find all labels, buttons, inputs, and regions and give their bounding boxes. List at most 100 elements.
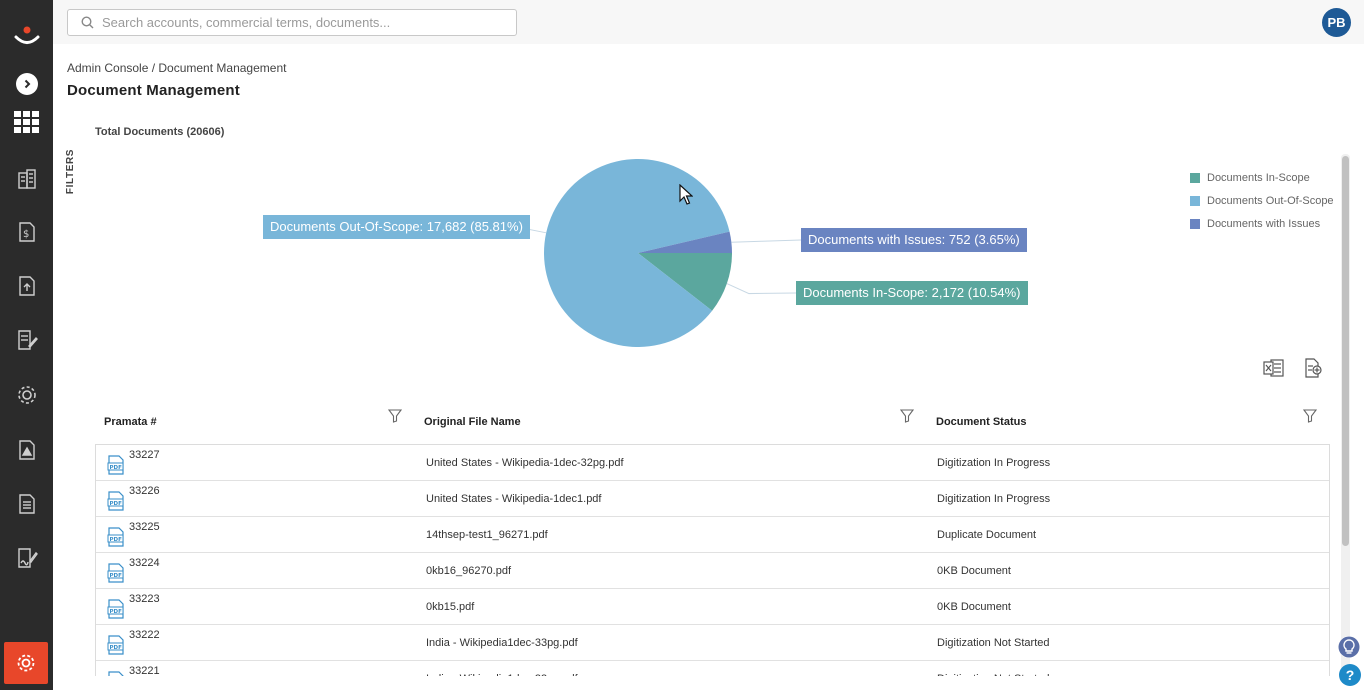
help-button[interactable]: ? (1339, 664, 1361, 686)
pie-slice-out-of-scope[interactable] (544, 159, 730, 347)
svg-text:PDF: PDF (110, 609, 123, 615)
pie-slice-issues[interactable] (638, 231, 732, 253)
table-body: PDF 33227 United States - Wikipedia-1dec-3… (95, 444, 1330, 676)
legend-item-out-of-scope[interactable]: Documents Out-Of-Scope (1190, 189, 1334, 212)
file-name[interactable]: United States - Wikipedia-1dec-32pg.pdf (426, 457, 624, 469)
help-icon: ? (1345, 667, 1355, 683)
leader-line-issues (731, 239, 802, 243)
svg-text:PDF: PDF (110, 573, 123, 579)
filters-label: FILTERS (65, 148, 77, 194)
table-row[interactable]: PDF 33223 0kb15.pdf 0KB Document (96, 589, 1329, 625)
admin-settings-button[interactable] (4, 642, 48, 684)
filter-icon[interactable] (1303, 409, 1317, 423)
document-status: Duplicate Document (937, 529, 1037, 541)
pdf-file-icon[interactable]: PDF (107, 455, 125, 475)
alert-document-icon[interactable] (0, 430, 53, 470)
pdf-file-icon[interactable]: PDF (107, 527, 125, 547)
legend-label: Documents In-Scope (1207, 171, 1310, 184)
chevron-right-icon (15, 73, 38, 95)
search-icon (80, 16, 94, 30)
filters-toggle[interactable]: FILTERS (63, 148, 79, 194)
file-name[interactable]: 0kb16_96270.pdf (426, 565, 512, 577)
search-input[interactable] (102, 15, 502, 30)
table-row[interactable]: PDF 33226 United States - Wikipedia-1dec1.… (96, 481, 1329, 517)
data-label-issues: Documents with Issues: 752 (3.65%) (801, 228, 1027, 252)
column-settings-icon[interactable] (1302, 357, 1324, 379)
legend-label: Documents Out-Of-Scope (1207, 194, 1334, 207)
report-document-icon[interactable] (0, 484, 53, 524)
document-status: Digitization In Progress (937, 493, 1051, 505)
column-header-file-name[interactable]: Original File Name (424, 403, 521, 441)
data-label-out-of-scope: Documents Out-Of-Scope: 17,682 (85.81%) (263, 215, 530, 239)
table-row[interactable]: PDF 33222 India - Wikipedia1dec-33pg.pdf Di… (96, 625, 1329, 661)
sidebar: $ (0, 0, 53, 690)
file-name[interactable]: United States - Wikipedia-1dec1.pdf (426, 493, 602, 505)
legend-item-issues[interactable]: Documents with Issues (1190, 212, 1334, 235)
avatar[interactable]: PB (1322, 8, 1351, 37)
apps-grid-icon[interactable] (0, 102, 53, 142)
legend-swatch (1190, 195, 1200, 206)
legend-swatch (1190, 172, 1200, 183)
chart-title: Total Documents (20606) (95, 126, 225, 138)
data-label-in-scope: Documents In-Scope: 2,172 (10.54%) (796, 281, 1028, 305)
pdf-file-icon[interactable]: PDF (107, 491, 125, 511)
file-name[interactable]: India - Wikipedia1dec-33pg.pdf (426, 661, 578, 676)
settings-cog-icon[interactable] (0, 375, 53, 415)
pdf-file-icon[interactable]: PDF (107, 635, 125, 655)
column-header-status[interactable]: Document Status (936, 403, 1026, 441)
lightbulb-icon[interactable] (1338, 636, 1360, 658)
file-name[interactable]: India - Wikipedia1dec-33pg.pdf (426, 637, 578, 649)
table-row[interactable]: PDF 33227 United States - Wikipedia-1dec-3… (96, 445, 1329, 481)
app-logo[interactable] (0, 16, 53, 56)
filter-icon[interactable] (388, 409, 402, 423)
pramata-id[interactable]: 33222 (129, 629, 160, 641)
legend-label: Documents with Issues (1207, 217, 1321, 230)
legend-swatch (1190, 218, 1200, 229)
pramata-id[interactable]: 33221 (129, 665, 160, 676)
document-status: Digitization In Progress (937, 457, 1051, 469)
contract-dollar-icon[interactable]: $ (0, 212, 53, 252)
upload-document-icon[interactable] (0, 266, 53, 306)
legend-item-in-scope[interactable]: Documents In-Scope (1190, 166, 1334, 189)
svg-text:PDF: PDF (110, 645, 123, 651)
building-icon[interactable] (0, 159, 53, 199)
pramata-id[interactable]: 33226 (129, 485, 160, 497)
pramata-id[interactable]: 33225 (129, 521, 160, 533)
column-header-label: Pramata # (104, 416, 157, 428)
column-header-label: Document Status (936, 416, 1027, 428)
svg-text:PDF: PDF (110, 465, 123, 471)
scrollbar-thumb[interactable] (1342, 156, 1349, 546)
top-bar: PB (53, 0, 1364, 44)
file-name[interactable]: 14thsep-test1_96271.pdf (426, 529, 548, 541)
breadcrumb[interactable]: Admin Console / Document Management (67, 61, 287, 75)
table-header: Pramata # Original File Name Document St… (95, 403, 1330, 441)
mouse-cursor-icon (679, 184, 693, 205)
table-row[interactable]: PDF 33225 14thsep-test1_96271.pdf Duplicate… (96, 517, 1329, 553)
pdf-file-icon[interactable]: PDF (107, 671, 125, 676)
global-search[interactable] (67, 9, 517, 36)
pdf-file-icon[interactable]: PDF (107, 563, 125, 583)
export-excel-icon[interactable] (1263, 357, 1285, 379)
file-name[interactable]: 0kb15.pdf (426, 601, 475, 613)
svg-text:PDF: PDF (110, 537, 123, 543)
document-status: Digitization Not Started (937, 661, 1050, 676)
chart-legend: Documents In-Scope Documents Out-Of-Scop… (1190, 166, 1334, 235)
svg-text:PDF: PDF (110, 501, 123, 507)
edit-document-icon[interactable] (0, 320, 53, 360)
svg-text:$: $ (23, 229, 29, 240)
page-title: Document Management (67, 82, 240, 99)
document-status: 0KB Document (937, 601, 1011, 613)
column-header-label: Original File Name (424, 416, 521, 428)
pdf-file-icon[interactable]: PDF (107, 599, 125, 619)
table-row[interactable]: PDF 33221 India - Wikipedia1dec-33pg.pdf Di… (96, 661, 1329, 676)
pramata-id[interactable]: 33223 (129, 593, 160, 605)
pie-slice-in-scope[interactable] (638, 253, 732, 311)
column-header-pramata[interactable]: Pramata # (104, 403, 157, 441)
gear-icon (17, 654, 35, 672)
pramata-id[interactable]: 33224 (129, 557, 160, 569)
signature-document-icon[interactable] (0, 538, 53, 578)
filter-icon[interactable] (900, 409, 914, 423)
pramata-id[interactable]: 33227 (129, 449, 160, 461)
expand-sidebar-button[interactable] (0, 64, 53, 104)
table-row[interactable]: PDF 33224 0kb16_96270.pdf 0KB Document (96, 553, 1329, 589)
